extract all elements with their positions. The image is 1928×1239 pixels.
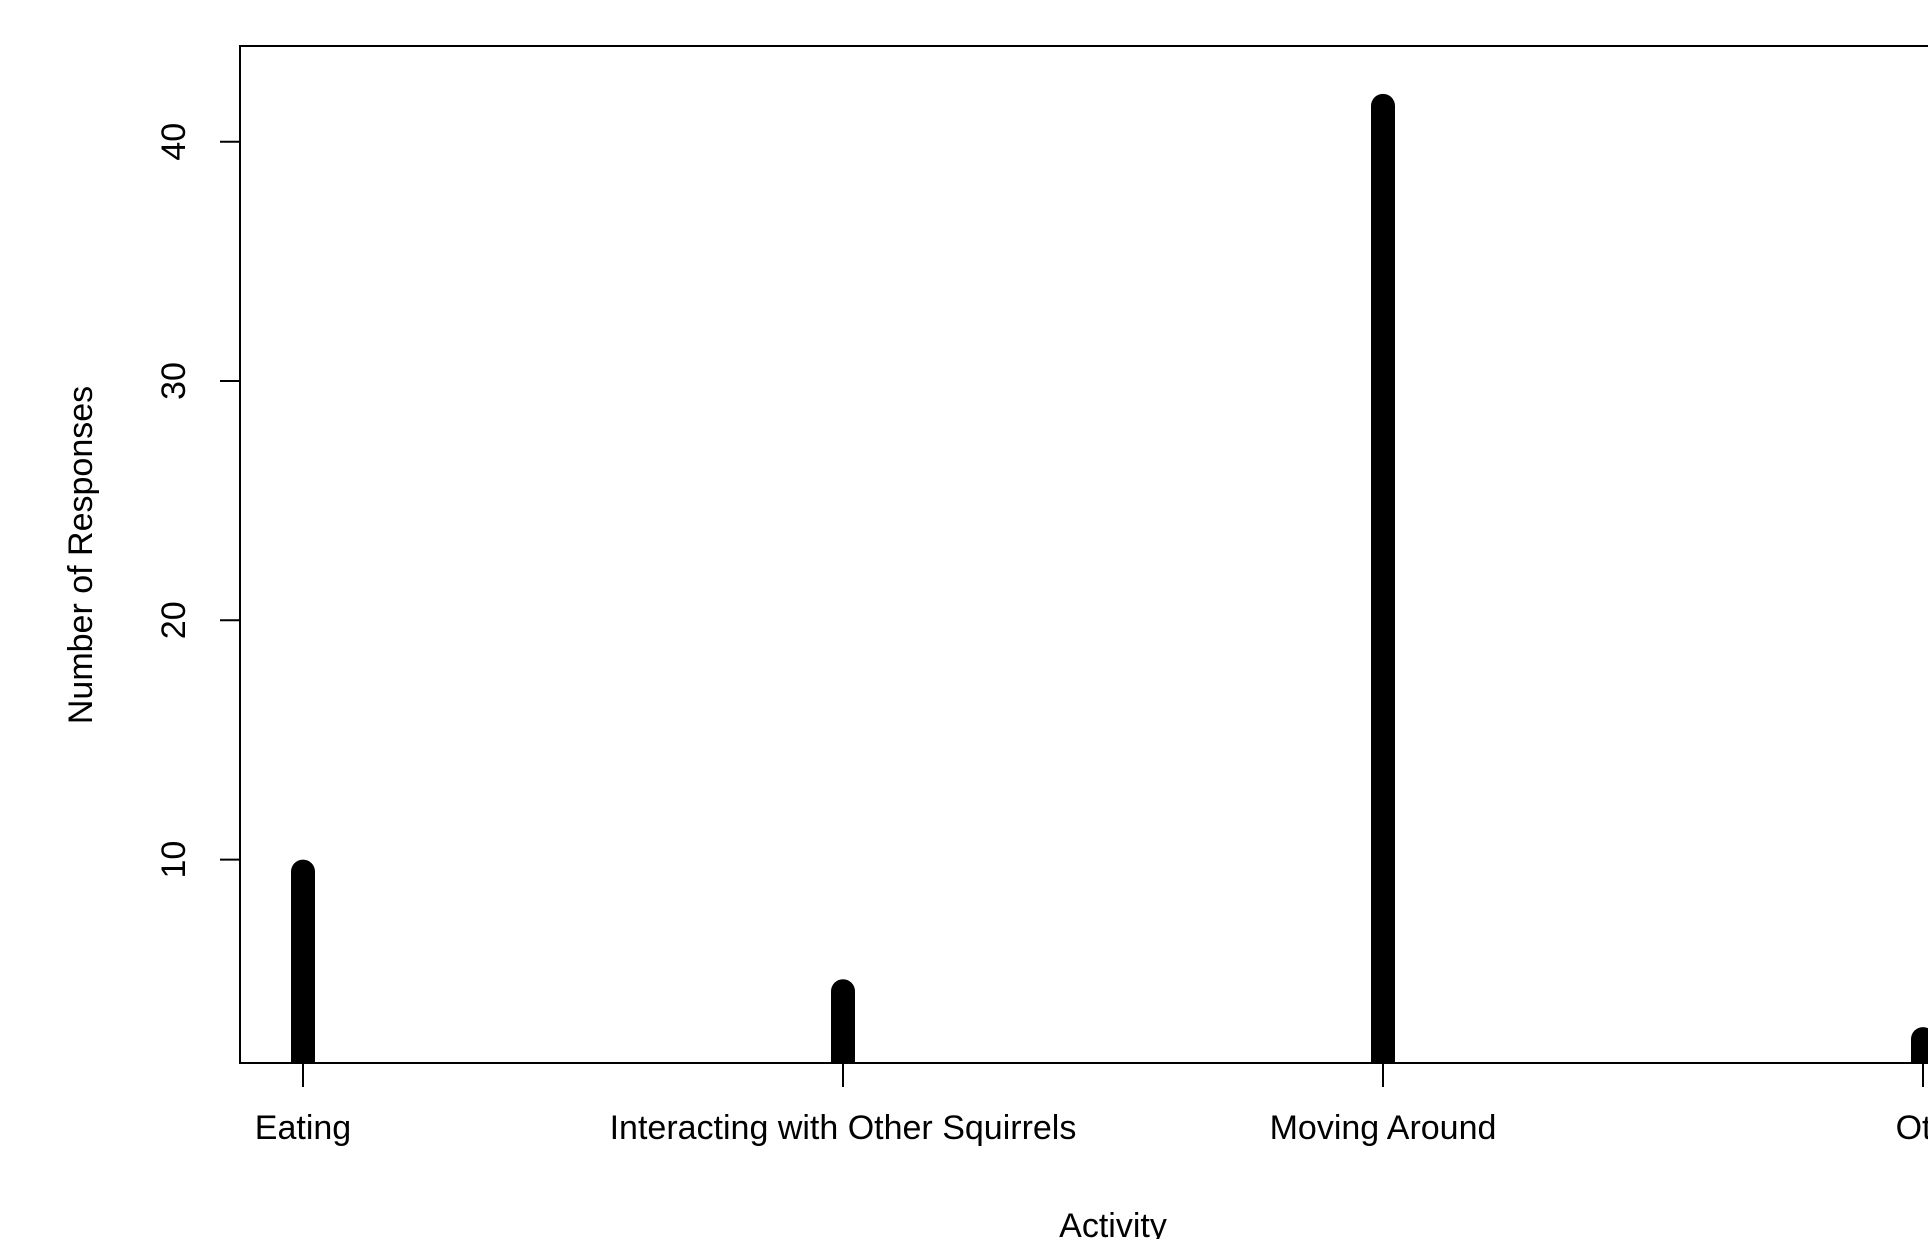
plot-frame: [239, 45, 1928, 1064]
bar-moving-around: [1371, 93, 1395, 1063]
x-tick-label: Moving Around: [1270, 1109, 1497, 1147]
y-tick-label: 10: [155, 841, 193, 879]
x-axis-label: Activity: [1059, 1207, 1167, 1239]
bar-base-0: [291, 1043, 315, 1063]
y-tick-label: 20: [155, 601, 193, 639]
x-tick-label: Oth: [1896, 1109, 1928, 1147]
bar-eating: [291, 859, 315, 1063]
bar-base-3: [1911, 1043, 1928, 1063]
bar-base-1: [831, 1043, 855, 1063]
bar-base-2: [1371, 1043, 1395, 1063]
y-tick-label: 40: [155, 123, 193, 161]
x-tick-label: Eating: [255, 1109, 351, 1147]
x-tick-label: Interacting with Other Squirrels: [610, 1109, 1077, 1147]
bar-interacting-with-other-squirrels: [831, 979, 855, 1063]
y-tick-label: 30: [155, 362, 193, 400]
y-axis-label: Number of Responses: [62, 386, 100, 724]
